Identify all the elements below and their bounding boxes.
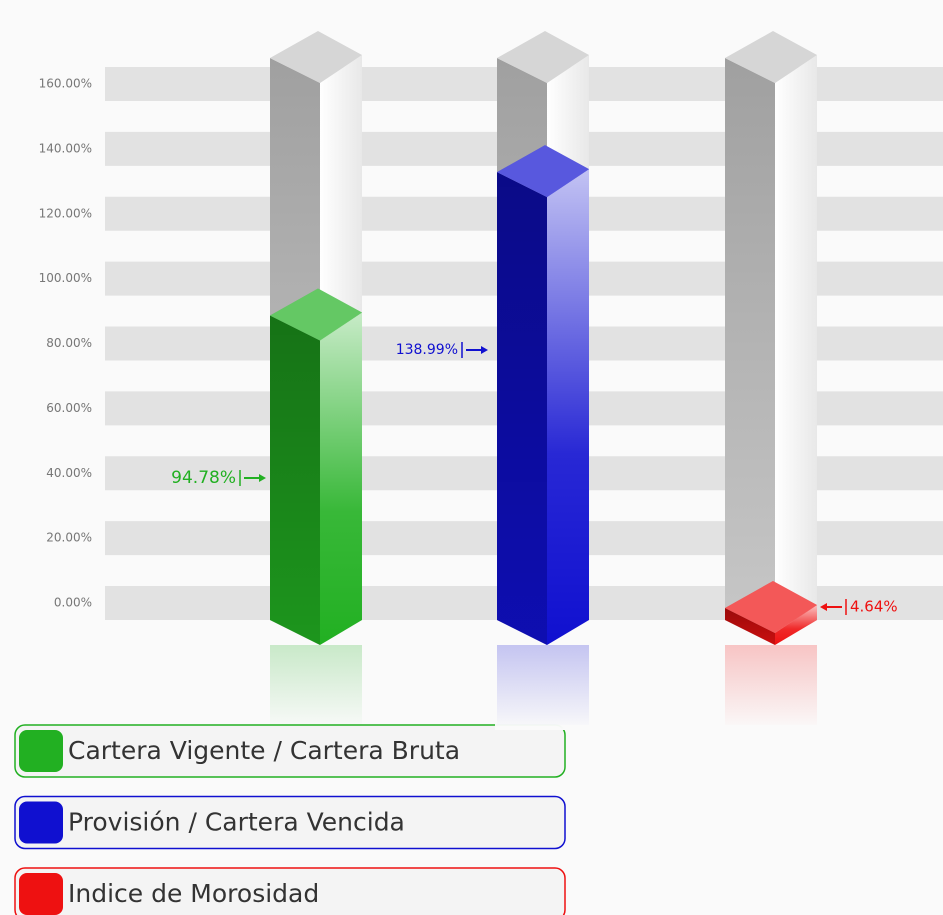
bar-top <box>725 580 817 633</box>
label-arrowhead <box>820 603 827 611</box>
bar-top <box>497 145 589 198</box>
legend-box <box>14 724 566 778</box>
y-tick-label: 40.00% <box>46 466 92 480</box>
data-label: 4.64% <box>850 598 898 616</box>
bar-side-light <box>320 312 362 645</box>
y-tick-label: 20.00% <box>46 531 92 545</box>
y-tick-label: 120.00% <box>39 206 92 220</box>
y-tick-label: 100.00% <box>39 271 92 285</box>
reflection-fade <box>723 640 819 730</box>
bar-front-shade <box>497 172 547 645</box>
legend-swatch <box>19 801 63 844</box>
y-tick-label: 160.00% <box>39 77 92 91</box>
legend-label: Cartera Vigente / Cartera Bruta <box>68 736 460 765</box>
bar-side-light <box>547 169 589 645</box>
y-tick-label: 80.00% <box>46 336 92 350</box>
column-top <box>497 31 589 83</box>
data-label: 94.78% <box>171 468 236 488</box>
bar-top-light <box>497 145 589 198</box>
y-tick-label: 140.00% <box>39 141 92 155</box>
reflection-fade <box>495 640 591 730</box>
column-front <box>725 58 775 645</box>
y-tick-label: 60.00% <box>46 401 92 415</box>
legend-item: Indice de Morosidad <box>14 867 566 915</box>
legend-item: Cartera Vigente / Cartera Bruta <box>14 724 566 778</box>
legend-swatch <box>19 873 63 915</box>
bar-side-light <box>775 604 817 645</box>
legend-item: Provisión / Cartera Vencida <box>14 795 566 850</box>
bar-top <box>270 288 362 341</box>
column-top <box>270 31 362 83</box>
label-arrowhead <box>481 346 488 354</box>
legend-label: Indice de Morosidad <box>68 879 319 908</box>
bar-front-shade <box>725 607 775 645</box>
legend-label: Provisión / Cartera Vencida <box>68 808 405 837</box>
bar-front-shade <box>270 315 320 645</box>
reflection-fade <box>268 640 364 730</box>
data-label: 138.99% <box>396 342 458 358</box>
bar-top-light <box>270 288 362 341</box>
legend-box <box>14 795 566 850</box>
bar-top-light <box>725 580 817 633</box>
legend-swatch <box>19 730 63 772</box>
column-side <box>775 55 817 645</box>
column-top <box>725 31 817 83</box>
legend-box <box>14 867 566 915</box>
y-tick-label: 0.00% <box>54 596 92 610</box>
label-arrowhead <box>259 474 266 482</box>
